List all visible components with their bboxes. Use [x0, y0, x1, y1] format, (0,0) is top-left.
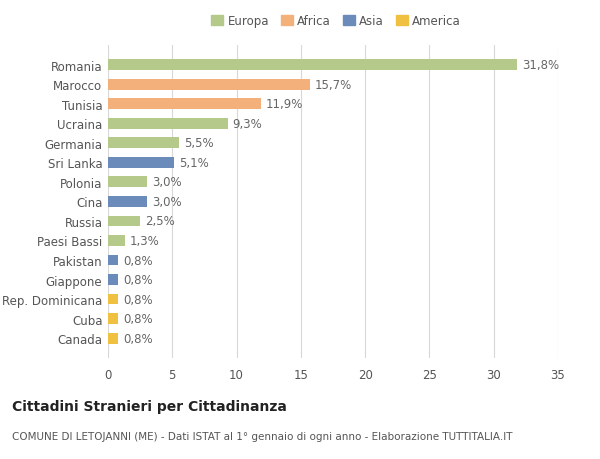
Text: 11,9%: 11,9%: [266, 98, 304, 111]
Text: 15,7%: 15,7%: [315, 78, 352, 91]
Bar: [108, 118, 227, 129]
Text: 5,1%: 5,1%: [179, 157, 208, 169]
Bar: [108, 255, 118, 266]
Bar: [108, 333, 118, 344]
Text: 0,8%: 0,8%: [124, 254, 153, 267]
Bar: [108, 99, 261, 110]
Bar: [108, 294, 118, 305]
Bar: [108, 196, 146, 207]
Text: 3,0%: 3,0%: [152, 196, 181, 208]
Bar: [108, 313, 118, 325]
Text: 2,5%: 2,5%: [145, 215, 175, 228]
Bar: [108, 60, 517, 71]
Text: 0,8%: 0,8%: [124, 293, 153, 306]
Text: 0,8%: 0,8%: [124, 332, 153, 345]
Text: Cittadini Stranieri per Cittadinanza: Cittadini Stranieri per Cittadinanza: [12, 399, 287, 413]
Text: 0,8%: 0,8%: [124, 274, 153, 286]
Bar: [108, 157, 173, 168]
Text: 1,3%: 1,3%: [130, 235, 160, 247]
Bar: [108, 79, 310, 90]
Text: 9,3%: 9,3%: [233, 118, 262, 130]
Text: 0,8%: 0,8%: [124, 313, 153, 325]
Text: 3,0%: 3,0%: [152, 176, 181, 189]
Bar: [108, 274, 118, 285]
Text: 5,5%: 5,5%: [184, 137, 214, 150]
Bar: [108, 235, 125, 246]
Text: 31,8%: 31,8%: [522, 59, 559, 72]
Bar: [108, 216, 140, 227]
Text: COMUNE DI LETOJANNI (ME) - Dati ISTAT al 1° gennaio di ogni anno - Elaborazione : COMUNE DI LETOJANNI (ME) - Dati ISTAT al…: [12, 431, 512, 442]
Bar: [108, 138, 179, 149]
Bar: [108, 177, 146, 188]
Legend: Europa, Africa, Asia, America: Europa, Africa, Asia, America: [206, 11, 466, 33]
